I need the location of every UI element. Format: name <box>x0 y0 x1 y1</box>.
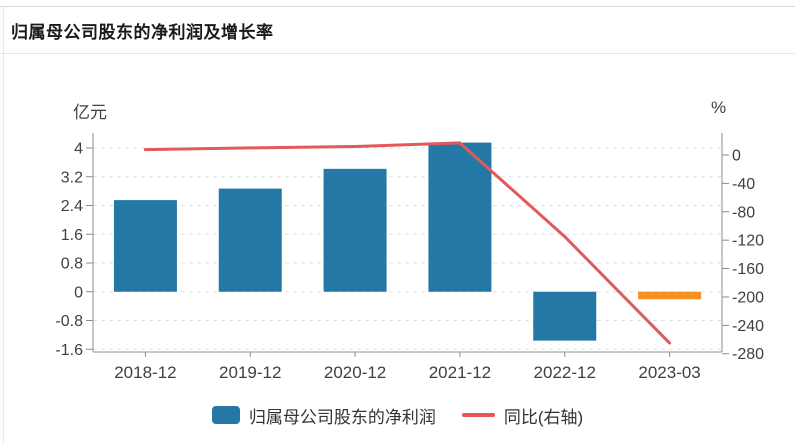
net-profit-bar-2020-12[interactable] <box>323 168 387 292</box>
left-axis-tick-label: 1.6 <box>61 227 83 244</box>
left-axis-tick-label: 4 <box>74 141 83 158</box>
right-axis-tick-label: -80 <box>732 204 755 221</box>
net-profit-bar-2023-03[interactable] <box>638 291 702 300</box>
legend-item-yoy[interactable]: 同比(右轴) <box>461 403 584 428</box>
x-axis-tick-label: 2020-12 <box>324 363 386 382</box>
title-divider <box>0 53 795 54</box>
x-axis-tick-label: 2021-12 <box>429 363 491 382</box>
right-axis-tick-label: -280 <box>732 346 764 363</box>
x-axis-tick-label: 2022-12 <box>534 363 596 382</box>
left-axis-tick-label: 0.8 <box>61 256 83 273</box>
yoy-line-swatch-icon <box>461 413 495 417</box>
left-axis-tick-label: 3.2 <box>61 169 83 186</box>
x-axis-tick-label: 2018-12 <box>114 363 176 382</box>
left-axis-tick-label: -1.6 <box>55 342 83 359</box>
right-axis-tick-label: -160 <box>732 261 764 278</box>
card-left-border <box>3 6 4 444</box>
right-axis-tick-label: -240 <box>732 318 764 335</box>
yoy-growth-line[interactable] <box>143 141 672 345</box>
card-top-border <box>0 6 795 7</box>
left-axis-tick-label: -0.8 <box>55 313 83 330</box>
net-profit-bar-2021-12[interactable] <box>428 142 492 292</box>
net-profit-bar-2022-12[interactable] <box>533 291 597 341</box>
left-axis-tick-label: 2.4 <box>61 198 83 215</box>
chart-title: 归属母公司股东的净利润及增长率 <box>11 23 274 42</box>
right-axis-tick-label: -40 <box>732 176 755 193</box>
x-axis-tick-label: 2023-03 <box>638 363 700 382</box>
left-axis-tick-label: 0 <box>74 284 83 301</box>
legend-item-net-profit[interactable]: 归属母公司股东的净利润 <box>211 403 436 428</box>
legend-label-yoy: 同比(右轴) <box>503 407 584 427</box>
net-profit-bar-2018-12[interactable] <box>113 200 177 292</box>
right-axis-tick-label: 0 <box>732 148 741 165</box>
right-axis-tick-label: -200 <box>732 289 764 306</box>
legend-label-net-profit: 归属母公司股东的净利润 <box>248 407 436 427</box>
right-axis-unit-label: % <box>711 98 727 117</box>
net-profit-bar-2019-12[interactable] <box>218 188 282 292</box>
chart-legend: 归属母公司股东的净利润 同比(右轴) <box>0 401 795 429</box>
right-axis-tick-label: -120 <box>732 233 764 250</box>
left-axis-unit-label: 亿元 <box>73 103 107 122</box>
x-axis-tick-label: 2019-12 <box>219 363 281 382</box>
net-profit-bar-swatch-icon <box>211 406 240 424</box>
